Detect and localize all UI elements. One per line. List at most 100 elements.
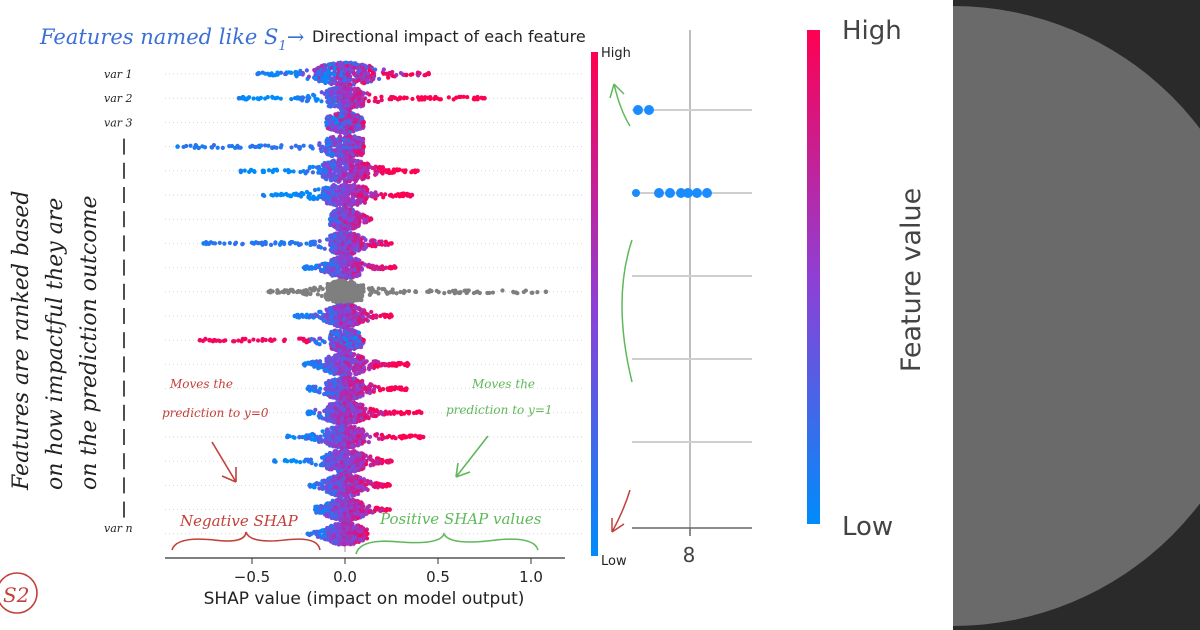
shap-point — [341, 234, 346, 239]
shap-point — [362, 187, 367, 192]
shap-point — [376, 286, 381, 291]
feature-row-9 — [301, 254, 398, 281]
shap-point — [372, 267, 377, 272]
shap-point — [389, 241, 394, 246]
shap-point — [361, 91, 366, 96]
shap-point — [334, 189, 339, 194]
shap-point — [353, 93, 358, 98]
shap-point — [260, 192, 266, 198]
shap-point — [391, 167, 397, 172]
shap-point — [347, 173, 352, 178]
shap-point — [353, 165, 358, 170]
shap-point — [282, 337, 287, 343]
shap-point — [175, 144, 180, 149]
shap-point — [274, 193, 279, 198]
shap-point — [368, 216, 374, 222]
shap-point — [392, 265, 398, 270]
shap-point — [349, 217, 354, 223]
shap-point — [349, 168, 354, 173]
shap-point — [337, 134, 343, 139]
shap-point — [217, 240, 222, 245]
shap-point — [317, 315, 322, 320]
shap-point — [308, 242, 313, 248]
shap-point — [312, 187, 318, 193]
shap-point — [353, 234, 358, 240]
shap-point — [395, 192, 401, 197]
shap-point — [316, 288, 321, 293]
shap-point — [348, 126, 353, 131]
shap-point — [304, 241, 309, 246]
shap-point — [405, 193, 410, 198]
shap-point — [331, 242, 337, 247]
shap-point — [357, 126, 362, 131]
shap-point — [376, 76, 382, 82]
shap-point — [345, 256, 350, 261]
shap-point — [202, 145, 208, 150]
shap-point — [353, 149, 358, 154]
shap-point — [310, 164, 316, 169]
shap-point — [341, 316, 347, 322]
shap-point — [456, 290, 462, 295]
shap-point — [357, 150, 362, 155]
shap-point — [279, 143, 284, 148]
shap-point — [367, 68, 372, 73]
shap-point — [410, 96, 415, 102]
shap-point — [349, 236, 354, 241]
shap-point — [314, 98, 319, 103]
shap-point — [394, 291, 399, 296]
shap-point — [351, 82, 356, 87]
shap-point — [337, 141, 342, 146]
shap-point — [307, 164, 313, 170]
shap-point — [316, 194, 322, 199]
shap-point — [337, 250, 343, 255]
shap-point — [456, 94, 462, 100]
shap-point — [215, 145, 220, 150]
shap-point — [291, 169, 296, 174]
shap-point — [349, 303, 354, 308]
shap-point — [274, 167, 279, 172]
shap-point — [357, 318, 362, 323]
shap-point — [304, 312, 309, 317]
shap-point — [337, 236, 342, 241]
shap-point — [306, 93, 311, 99]
shap-point — [220, 145, 225, 150]
shap-point — [266, 168, 272, 173]
shap-point — [337, 216, 343, 221]
shap-point — [339, 254, 344, 259]
shap-point — [349, 114, 354, 119]
shap-point — [347, 320, 352, 325]
shap-point — [318, 171, 324, 176]
shap-point — [316, 71, 321, 77]
shap-point — [356, 265, 362, 271]
shap-point — [338, 258, 343, 263]
shap-point — [379, 192, 384, 197]
shap-point — [336, 62, 342, 67]
shap-point — [268, 242, 274, 247]
gray-semicircle — [953, 6, 1200, 626]
shap-point — [379, 94, 384, 99]
shap-point — [326, 174, 331, 179]
shap-point — [181, 144, 186, 150]
shap-point — [288, 70, 294, 75]
shap-point — [305, 98, 311, 103]
shap-point — [363, 242, 368, 248]
shap-point — [212, 241, 218, 246]
shap-point — [333, 306, 338, 311]
shap-point — [275, 72, 280, 77]
shap-point — [342, 286, 347, 291]
shap-point — [359, 294, 364, 299]
shap-point — [251, 96, 256, 101]
shap-point — [300, 72, 305, 77]
shap-point — [313, 76, 319, 81]
shap-point — [393, 95, 398, 100]
shap-point — [320, 75, 325, 80]
shap-point — [357, 164, 363, 169]
shap-point — [355, 306, 360, 311]
shap-point — [232, 339, 237, 344]
shap-point — [260, 70, 265, 75]
shap-point — [326, 68, 331, 73]
shap-point — [280, 289, 285, 295]
shap-point — [344, 126, 350, 131]
shap-point — [315, 66, 321, 71]
shap-point — [252, 241, 257, 246]
